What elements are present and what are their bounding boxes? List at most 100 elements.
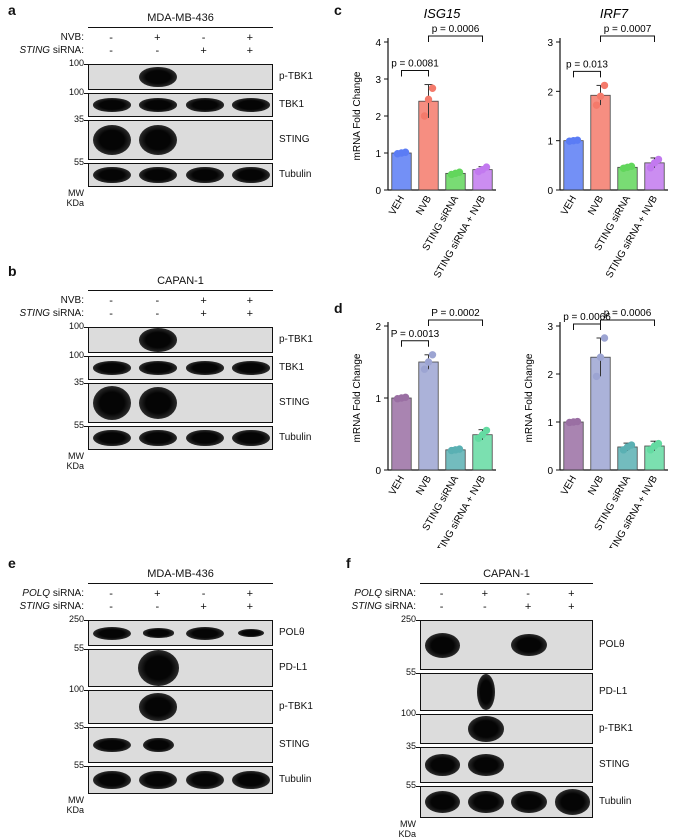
protein-label: STING	[279, 134, 310, 145]
y-tick-label: 0	[375, 466, 381, 477]
mw-marker: 100	[68, 58, 84, 68]
blot-strip	[88, 620, 273, 646]
protein-label: TBK1	[279, 362, 305, 373]
protein-band	[139, 361, 178, 375]
protein-band	[424, 790, 461, 814]
blot-strip	[88, 64, 273, 90]
protein-label: POLθ	[279, 627, 305, 638]
condition-sign: -	[155, 601, 160, 613]
bar	[590, 94, 611, 191]
protein-band	[424, 632, 461, 658]
protein-band	[185, 626, 224, 640]
mw-tick	[416, 620, 420, 621]
data-point	[455, 445, 464, 453]
cell-line-underline	[88, 290, 273, 291]
bar	[391, 152, 412, 191]
condition-sign: +	[246, 588, 254, 600]
protein-label: TBK1	[279, 99, 305, 110]
condition-sign: +	[568, 601, 575, 613]
condition-sign: +	[200, 308, 207, 320]
condition-sign: +	[200, 295, 207, 307]
mw-unit: MW KDa	[66, 188, 84, 208]
protein-band	[185, 98, 224, 112]
protein-band	[139, 328, 178, 352]
protein-band	[93, 626, 132, 640]
protein-band	[139, 429, 178, 447]
p-value-label: P = 0.0013	[391, 329, 440, 340]
significance-bracket	[573, 70, 601, 78]
blot-strip	[420, 673, 593, 711]
x-tick-label: NVB	[414, 474, 434, 498]
blot-strip	[420, 786, 593, 818]
blot-strip	[88, 727, 273, 763]
protein-band	[139, 693, 178, 721]
condition-sign: +	[246, 295, 254, 307]
p-value-label: p = 0.0006	[432, 24, 480, 35]
p-value-label: p = 0.0066	[563, 312, 611, 323]
protein-band	[139, 770, 178, 790]
panel-label-e: e	[8, 555, 16, 571]
protein-band	[477, 674, 495, 710]
protein-band	[554, 789, 591, 815]
mw-marker: 55	[73, 760, 84, 770]
condition-label: STING siRNA:	[351, 601, 416, 612]
panel-label-d: d	[334, 300, 343, 316]
protein-label: Tubulin	[599, 796, 632, 807]
blot-strip	[88, 120, 273, 160]
y-tick-label: 0	[375, 186, 381, 197]
mw-unit: MW KDa	[398, 819, 416, 839]
condition-label: STING siRNA:	[19, 601, 84, 612]
protein-band	[93, 429, 132, 447]
y-tick-label: 2	[375, 112, 381, 123]
condition-sign: +	[246, 45, 254, 57]
y-tick-label: 0	[547, 186, 553, 197]
protein-label: p-TBK1	[599, 723, 633, 734]
protein-band	[143, 737, 174, 753]
chart-title: IRF7	[600, 6, 629, 21]
data-point	[654, 155, 663, 164]
condition-label: NVB:	[60, 295, 84, 306]
mw-tick	[84, 620, 88, 621]
data-point	[428, 84, 437, 92]
mw-marker: 250	[68, 614, 84, 624]
mw-tick	[416, 786, 420, 787]
condition-sign: -	[155, 308, 160, 320]
blot-strip	[88, 690, 273, 724]
protein-band	[93, 98, 132, 112]
y-axis-label: mRNA Fold Change	[524, 353, 535, 442]
mw-marker: 100	[68, 87, 84, 97]
significance-bracket	[600, 319, 655, 326]
condition-sign: +	[246, 308, 254, 320]
x-tick-label: NVB	[586, 194, 606, 218]
condition-sign: -	[109, 45, 113, 57]
data-point	[592, 101, 601, 109]
blot-strip	[88, 649, 273, 687]
protein-label: STING	[279, 397, 310, 408]
mw-tick	[84, 690, 88, 691]
mw-tick	[84, 766, 88, 767]
mw-tick	[84, 163, 88, 164]
blot-strip	[88, 163, 273, 187]
y-tick-label: 1	[375, 394, 381, 405]
y-tick-label: 1	[547, 418, 553, 429]
mw-tick	[416, 673, 420, 674]
protein-label: p-TBK1	[279, 71, 313, 82]
protein-band	[93, 166, 132, 184]
significance-bracket	[428, 319, 483, 326]
condition-label: STING siRNA:	[19, 308, 84, 319]
protein-band	[237, 629, 265, 637]
condition-sign: -	[155, 45, 160, 57]
data-point	[627, 162, 636, 171]
mw-marker: 35	[73, 114, 84, 124]
data-point	[424, 358, 433, 366]
condition-sign: -	[109, 588, 113, 600]
data-point	[455, 168, 464, 176]
bar	[391, 397, 412, 471]
p-value-label: p = 0.0081	[391, 59, 439, 70]
x-tick-label: STING siRNA + NVB	[432, 194, 488, 280]
protein-label: Tubulin	[279, 432, 312, 443]
protein-band	[137, 650, 180, 686]
mw-tick	[84, 426, 88, 427]
blot-strip	[88, 93, 273, 117]
